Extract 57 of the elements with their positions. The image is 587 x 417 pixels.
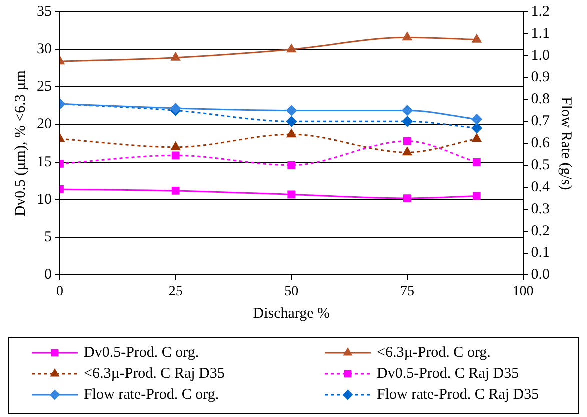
x-tick-label: 25 bbox=[168, 284, 183, 300]
y2-tick-label: 1.2 bbox=[531, 4, 550, 20]
point bbox=[472, 122, 482, 134]
point bbox=[472, 192, 481, 200]
y-tick-label: 35 bbox=[37, 4, 52, 20]
point bbox=[286, 44, 296, 53]
point bbox=[286, 105, 297, 116]
y2-tick-label: 0.8 bbox=[531, 92, 550, 108]
point bbox=[472, 114, 482, 125]
y2-tick-label: 0.1 bbox=[531, 245, 550, 262]
y-tick-label: 10 bbox=[37, 192, 52, 208]
point bbox=[472, 34, 482, 43]
point bbox=[288, 161, 296, 170]
legend-label: Flow rate-Prod. C org. bbox=[84, 386, 220, 403]
point bbox=[172, 187, 180, 195]
legend-label: Dv0.5-Prod. C org. bbox=[84, 344, 200, 361]
y-tick-label: 0 bbox=[44, 267, 52, 284]
point bbox=[402, 32, 412, 41]
point bbox=[172, 152, 180, 160]
point bbox=[288, 190, 296, 199]
y-axis-title: Dv0.5 (µm), % <6.3 µm bbox=[12, 70, 29, 217]
point bbox=[472, 134, 482, 142]
point bbox=[171, 142, 180, 150]
y-tick-label: 30 bbox=[37, 42, 52, 58]
legend-label: <6.3µ-Prod. C org. bbox=[377, 344, 491, 361]
point bbox=[286, 116, 297, 127]
y2-tick-label: 0.5 bbox=[531, 157, 550, 174]
y-tick-label: 20 bbox=[37, 116, 52, 133]
y2-tick-label: 0.6 bbox=[531, 136, 550, 152]
legend-label: Flow rate-Prod. C Raj D35 bbox=[377, 386, 540, 403]
point bbox=[402, 116, 413, 127]
y2-tick-label: 0.7 bbox=[531, 114, 550, 130]
point bbox=[404, 137, 412, 146]
y2-tick-label: 0.4 bbox=[531, 179, 550, 196]
x-tick-label: 50 bbox=[284, 284, 299, 300]
y2-axis-title: Flow Rate (g/s) bbox=[558, 96, 574, 190]
y-tick-label: 5 bbox=[44, 230, 52, 246]
legend-label: <6.3µ-Prod. C Raj D35 bbox=[84, 366, 225, 382]
x-tick-label: 0 bbox=[56, 284, 64, 300]
point bbox=[171, 52, 180, 61]
y2-tick-label: 0.9 bbox=[531, 70, 550, 86]
x-tick-label: 100 bbox=[512, 284, 534, 300]
x-axis-title: Discharge % bbox=[253, 306, 330, 322]
x-tick-label: 75 bbox=[400, 284, 414, 300]
y2-tick-label: 1.1 bbox=[531, 26, 550, 42]
y-tick-label: 15 bbox=[37, 154, 52, 170]
y-tick-label: 25 bbox=[37, 79, 52, 96]
legend-label: Dv0.5-Prod. C Raj D35 bbox=[377, 366, 520, 382]
y2-tick-label: 0.2 bbox=[531, 223, 550, 240]
y2-tick-label: 0.3 bbox=[531, 201, 550, 218]
y2-tick-label: 0.0 bbox=[531, 267, 550, 284]
point bbox=[404, 194, 412, 202]
point bbox=[472, 158, 481, 166]
point bbox=[286, 129, 296, 138]
point bbox=[402, 105, 413, 116]
point bbox=[402, 147, 412, 156]
y2-tick-label: 1.0 bbox=[531, 48, 550, 64]
